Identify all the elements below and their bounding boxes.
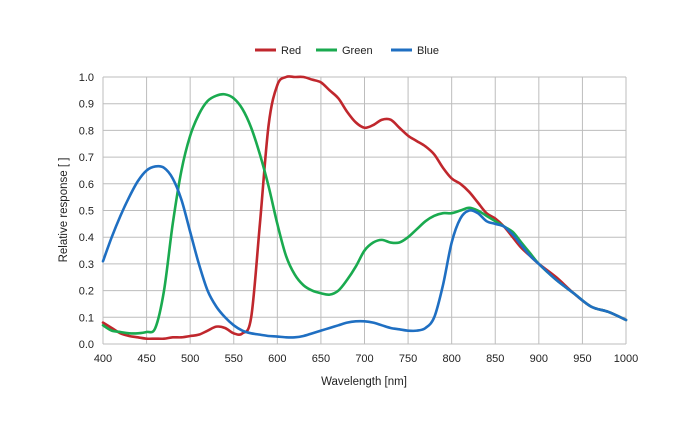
legend-item-blue: Blue: [391, 45, 439, 57]
y-tick-label-4: 0.4: [79, 232, 94, 244]
y-tick-label-7: 0.7: [79, 152, 94, 164]
y-tick-labels: 0.0 0.1 0.2 0.3 0.4 0.5 0.6 0.7 0.8 0.9 1.0: [79, 72, 94, 351]
y-tick-label-8: 0.8: [79, 125, 94, 137]
x-tick-label-0: 400: [94, 353, 112, 365]
x-tick-label-11: 950: [573, 353, 591, 365]
legend-item-green: Green: [316, 45, 373, 57]
grid: [102, 76, 627, 345]
x-tick-label-7: 750: [399, 353, 417, 365]
x-tick-labels: 400 450 500 550 600 650 700 750 800 850 900 950 1000: [94, 353, 638, 365]
legend-label-blue: Blue: [417, 45, 439, 57]
x-tick-label-3: 550: [225, 353, 243, 365]
legend-label-green: Green: [342, 45, 373, 57]
y-tick-label-2: 0.2: [79, 286, 94, 298]
x-tick-label-12: 1000: [614, 353, 638, 365]
y-tick-label-3: 0.3: [79, 259, 94, 271]
y-tick-label-5: 0.5: [79, 206, 94, 218]
y-tick-label-0: 0.0: [79, 339, 94, 351]
y-tick-label-10: 1.0: [79, 72, 94, 84]
y-tick-label-9: 0.9: [79, 99, 94, 111]
x-tick-label-9: 850: [486, 353, 504, 365]
x-tick-label-8: 800: [442, 353, 460, 365]
legend: Red Green Blue: [255, 45, 439, 57]
x-tick-label-2: 500: [181, 353, 199, 365]
x-axis-label: Wavelength [nm]: [321, 376, 407, 388]
x-tick-label-6: 700: [355, 353, 373, 365]
legend-label-red: Red: [281, 45, 301, 57]
x-tick-label-4: 600: [268, 353, 286, 365]
y-tick-label-1: 0.1: [79, 312, 94, 324]
x-tick-label-1: 450: [137, 353, 155, 365]
x-tick-label-5: 650: [312, 353, 330, 365]
y-tick-label-6: 0.6: [79, 179, 94, 191]
series-lines: [101, 75, 628, 341]
y-axis-label: Relative response [ ]: [58, 158, 70, 263]
legend-item-red: Red: [255, 45, 301, 57]
series-line-blue: [101, 164, 628, 339]
x-tick-label-10: 900: [530, 353, 548, 365]
